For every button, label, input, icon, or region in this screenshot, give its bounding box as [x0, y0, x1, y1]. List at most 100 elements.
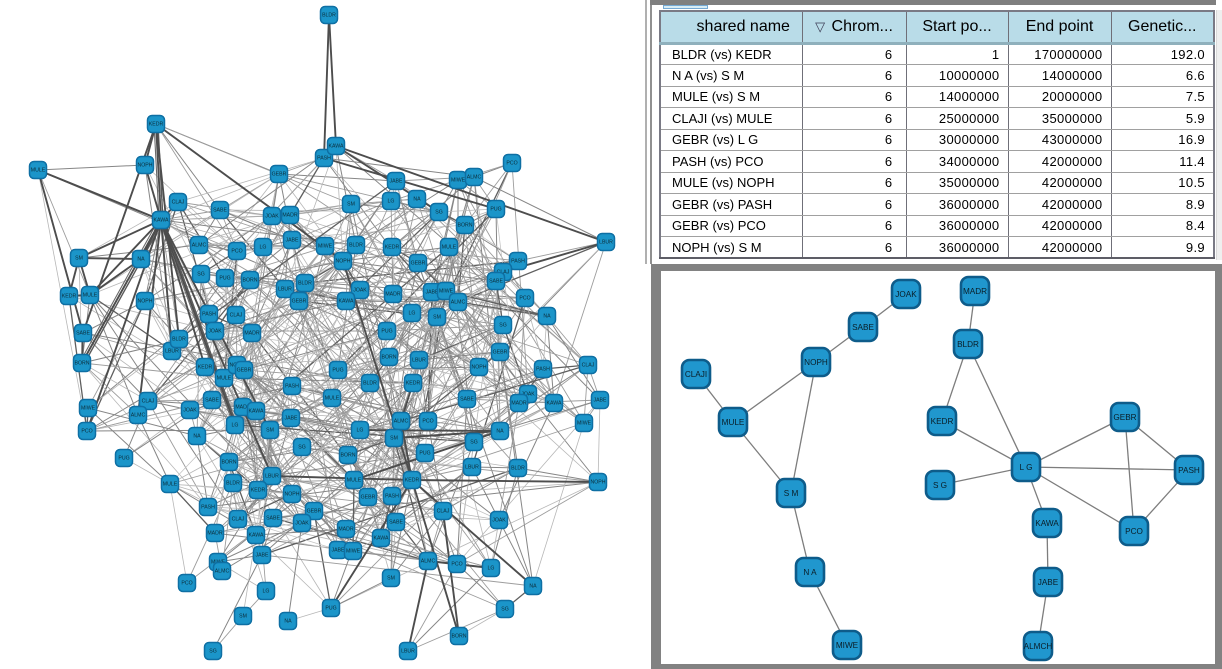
- svg-text:NOPH: NOPH: [591, 480, 606, 486]
- svg-text:KAWA: KAWA: [154, 218, 169, 224]
- svg-text:SABE: SABE: [266, 516, 280, 522]
- svg-text:MIWE: MIWE: [318, 244, 333, 250]
- svg-text:CLAJI: CLAJI: [685, 370, 707, 379]
- svg-text:LG: LG: [260, 245, 267, 251]
- svg-text:S G: S G: [933, 481, 947, 490]
- svg-text:CLAJ: CLAJ: [230, 313, 243, 319]
- svg-text:NA: NA: [413, 197, 421, 203]
- svg-text:MULE: MULE: [325, 396, 340, 402]
- svg-text:BORN: BORN: [452, 634, 467, 640]
- svg-text:BLDR: BLDR: [298, 281, 312, 287]
- svg-text:KAWA: KAWA: [339, 299, 354, 305]
- svg-text:PUG: PUG: [381, 329, 392, 335]
- svg-text:KEDR: KEDR: [931, 417, 954, 426]
- svg-text:NOPH: NOPH: [138, 163, 153, 169]
- svg-text:PUG: PUG: [332, 368, 343, 374]
- svg-text:KAWA: KAWA: [329, 144, 344, 150]
- svg-text:LBUR: LBUR: [599, 240, 613, 246]
- svg-text:GEBR: GEBR: [411, 261, 426, 267]
- svg-text:JOAK: JOAK: [353, 288, 367, 294]
- svg-text:LG: LG: [488, 566, 495, 572]
- svg-text:MIWE: MIWE: [836, 641, 859, 650]
- svg-text:JOAK: JOAK: [295, 521, 309, 527]
- svg-text:MULE: MULE: [83, 293, 98, 299]
- svg-text:SABE: SABE: [205, 398, 219, 404]
- svg-text:MIWE: MIWE: [451, 178, 466, 184]
- svg-text:KEDR: KEDR: [198, 365, 213, 371]
- svg-text:NA: NA: [543, 314, 551, 320]
- svg-text:LG: LG: [263, 589, 270, 595]
- svg-text:SM: SM: [75, 256, 83, 262]
- svg-text:SM: SM: [266, 428, 274, 434]
- svg-text:SG: SG: [470, 440, 478, 446]
- svg-text:GEBR: GEBR: [1113, 413, 1136, 422]
- svg-text:SG: SG: [435, 210, 443, 216]
- svg-text:LG: LG: [357, 428, 364, 434]
- svg-text:CLAJ: CLAJ: [172, 200, 185, 206]
- svg-text:PUG: PUG: [419, 451, 430, 457]
- svg-text:SM: SM: [433, 315, 441, 321]
- svg-text:BORN: BORN: [222, 460, 237, 466]
- svg-text:PASH: PASH: [511, 259, 525, 265]
- svg-text:SG: SG: [298, 445, 306, 451]
- svg-text:MIWE: MIWE: [81, 406, 96, 412]
- svg-text:PCO: PCO: [519, 296, 530, 302]
- svg-text:NA: NA: [137, 257, 145, 263]
- svg-text:SABE: SABE: [460, 397, 474, 403]
- svg-text:MIWE: MIWE: [439, 289, 454, 295]
- svg-text:MADR: MADR: [385, 292, 401, 298]
- svg-text:KEDR: KEDR: [405, 478, 420, 484]
- svg-text:SM: SM: [239, 614, 247, 620]
- svg-text:MULE: MULE: [722, 418, 745, 427]
- svg-text:LBUR: LBUR: [401, 649, 415, 655]
- svg-text:KEDR: KEDR: [385, 245, 400, 251]
- svg-text:JOAK: JOAK: [208, 329, 222, 335]
- svg-text:SABE: SABE: [213, 208, 227, 214]
- svg-text:LG: LG: [388, 199, 395, 205]
- svg-text:PUG: PUG: [118, 456, 129, 462]
- svg-text:CLAJ: CLAJ: [437, 509, 450, 515]
- svg-text:MADR: MADR: [207, 531, 223, 537]
- svg-text:N A: N A: [803, 568, 817, 577]
- svg-text:ALMC: ALMC: [192, 243, 207, 249]
- svg-text:NOPH: NOPH: [472, 365, 487, 371]
- svg-text:SABE: SABE: [489, 279, 503, 285]
- svg-text:BLDR: BLDR: [172, 337, 186, 343]
- svg-text:MULE: MULE: [163, 482, 178, 488]
- svg-text:MIWE: MIWE: [346, 549, 361, 555]
- svg-text:GEBR: GEBR: [493, 350, 508, 356]
- svg-text:L G: L G: [1020, 463, 1033, 472]
- svg-text:MULE: MULE: [347, 478, 362, 484]
- svg-text:MADR: MADR: [963, 287, 987, 296]
- svg-text:NA: NA: [529, 584, 537, 590]
- svg-text:BORN: BORN: [75, 361, 90, 367]
- svg-text:JABE: JABE: [390, 179, 404, 185]
- svg-text:BLDR: BLDR: [322, 13, 336, 19]
- svg-text:LBUR: LBUR: [265, 474, 279, 480]
- svg-text:BORN: BORN: [243, 278, 258, 284]
- svg-text:SG: SG: [209, 649, 217, 655]
- svg-text:NOPH: NOPH: [285, 492, 300, 498]
- svg-text:PUG: PUG: [490, 207, 501, 213]
- svg-text:MADR: MADR: [511, 401, 527, 407]
- svg-text:KAWA: KAWA: [374, 536, 389, 542]
- svg-text:PASH: PASH: [1178, 466, 1200, 475]
- svg-text:PCO: PCO: [506, 161, 517, 167]
- svg-text:CLAJ: CLAJ: [142, 399, 155, 405]
- svg-text:MADR: MADR: [244, 331, 260, 337]
- svg-text:NOPH: NOPH: [804, 358, 828, 367]
- svg-text:MADR: MADR: [235, 405, 251, 411]
- svg-text:LBUR: LBUR: [278, 287, 292, 293]
- svg-text:KAWA: KAWA: [1035, 519, 1059, 528]
- svg-text:MIWE: MIWE: [577, 421, 592, 427]
- svg-text:NOPH: NOPH: [138, 299, 153, 305]
- svg-text:LG: LG: [409, 311, 416, 317]
- svg-text:BORN: BORN: [341, 453, 356, 459]
- svg-text:PASH: PASH: [317, 156, 331, 162]
- svg-text:PUG: PUG: [219, 276, 230, 282]
- svg-text:KEDR: KEDR: [149, 122, 164, 128]
- svg-text:JABE: JABE: [285, 416, 299, 422]
- svg-text:MULE: MULE: [217, 376, 232, 382]
- svg-text:CLAJ: CLAJ: [497, 270, 510, 276]
- svg-text:PASH: PASH: [536, 367, 550, 373]
